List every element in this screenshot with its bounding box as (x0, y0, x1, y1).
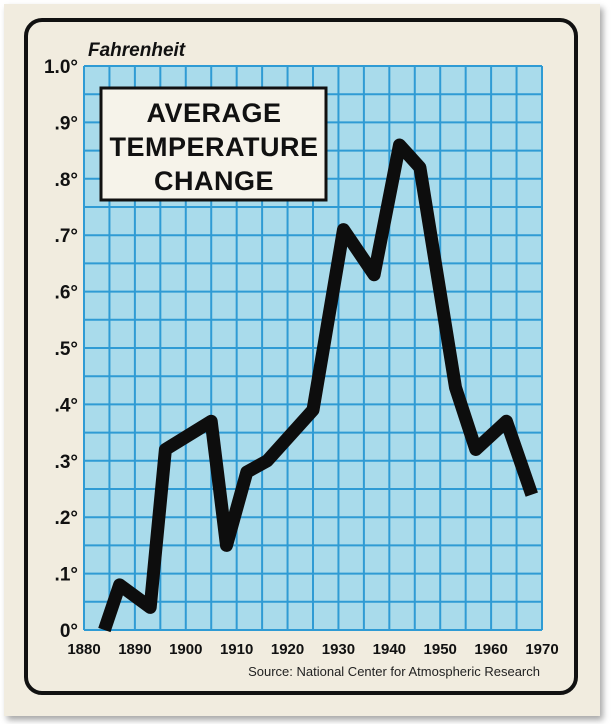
x-tick-label: 1920 (271, 641, 304, 658)
y-tick-label: .8° (55, 170, 78, 191)
x-axis-ticks: 1880 1890 1900 1910 1920 1930 1940 1950 1960 1970 (67, 641, 558, 658)
y-tick-label: 0° (60, 621, 78, 642)
y-tick-label: .1° (55, 565, 78, 586)
title-line-1: AVERAGE (146, 98, 281, 128)
x-tick-label: 1890 (118, 641, 151, 658)
title-box-frame (99, 86, 328, 202)
y-tick-label: .9° (55, 113, 78, 134)
y-tick-label: .3° (55, 452, 78, 473)
series-line (98, 138, 538, 633)
y-tick-label: .7° (55, 226, 78, 247)
y-tick-label: .5° (55, 339, 78, 360)
x-tick-label: 1910 (220, 641, 253, 658)
outer-frame (24, 18, 578, 695)
y-axis-unit-label: Fahrenheit (88, 40, 186, 61)
x-tick-label: 1930 (322, 641, 355, 658)
x-tick-label: 1960 (474, 641, 507, 658)
x-tick-label: 1970 (525, 641, 558, 658)
x-tick-label: 1940 (373, 641, 406, 658)
source-note: Source: National Center for Atmospheric … (248, 664, 540, 679)
chart-title-box: AVERAGE TEMPERATURE CHANGE (99, 86, 328, 202)
x-tick-label: 1880 (67, 641, 100, 658)
y-tick-label: .2° (55, 508, 78, 529)
x-tick-label: 1950 (424, 641, 457, 658)
y-tick-label: 1.0° (44, 57, 78, 78)
y-axis-ticks: 0° .1° .2° .3° .4° .5° .6° .7° .8° .9° 1.0° (44, 57, 78, 642)
title-line-3: CHANGE (154, 166, 274, 196)
x-tick-label: 1900 (169, 641, 202, 658)
title-line-2: TEMPERATURE (109, 132, 318, 162)
y-tick-label: .6° (55, 283, 78, 304)
y-tick-label: .4° (55, 395, 78, 416)
